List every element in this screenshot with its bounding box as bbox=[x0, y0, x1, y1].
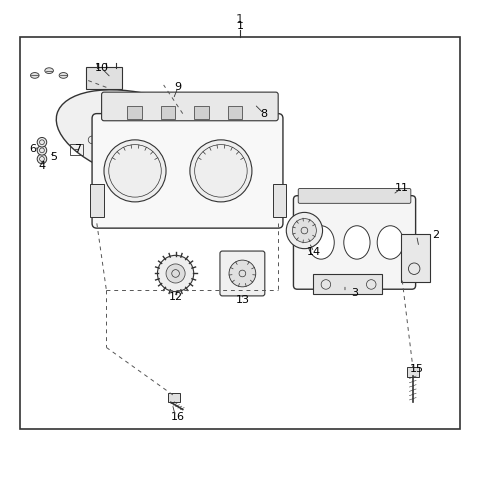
FancyBboxPatch shape bbox=[92, 113, 283, 228]
FancyBboxPatch shape bbox=[168, 393, 180, 402]
Circle shape bbox=[37, 146, 47, 155]
Circle shape bbox=[120, 128, 125, 133]
Ellipse shape bbox=[377, 226, 404, 259]
Ellipse shape bbox=[344, 226, 370, 259]
Text: 7: 7 bbox=[74, 145, 81, 154]
Text: 14: 14 bbox=[307, 247, 321, 257]
FancyBboxPatch shape bbox=[177, 108, 207, 131]
FancyBboxPatch shape bbox=[293, 196, 416, 289]
Circle shape bbox=[292, 219, 316, 242]
FancyBboxPatch shape bbox=[401, 234, 430, 282]
FancyBboxPatch shape bbox=[194, 106, 208, 119]
Circle shape bbox=[99, 128, 105, 133]
FancyBboxPatch shape bbox=[228, 106, 242, 119]
Ellipse shape bbox=[308, 226, 334, 259]
Circle shape bbox=[37, 138, 47, 147]
FancyBboxPatch shape bbox=[86, 67, 122, 89]
Circle shape bbox=[229, 260, 256, 287]
Text: 9: 9 bbox=[174, 82, 181, 92]
Ellipse shape bbox=[31, 73, 39, 78]
FancyBboxPatch shape bbox=[407, 367, 419, 376]
Circle shape bbox=[192, 119, 196, 123]
FancyBboxPatch shape bbox=[220, 251, 265, 296]
Circle shape bbox=[198, 119, 202, 123]
FancyBboxPatch shape bbox=[312, 275, 382, 294]
Circle shape bbox=[141, 128, 146, 133]
Text: 1: 1 bbox=[236, 13, 244, 26]
Circle shape bbox=[157, 256, 194, 292]
FancyBboxPatch shape bbox=[274, 184, 286, 217]
FancyBboxPatch shape bbox=[298, 188, 411, 203]
Text: 12: 12 bbox=[168, 292, 182, 302]
Text: 5: 5 bbox=[50, 152, 58, 162]
Ellipse shape bbox=[59, 73, 68, 78]
FancyBboxPatch shape bbox=[127, 106, 142, 119]
Circle shape bbox=[190, 140, 252, 202]
Circle shape bbox=[186, 119, 190, 123]
Ellipse shape bbox=[45, 68, 53, 74]
Circle shape bbox=[104, 140, 166, 202]
Text: 10: 10 bbox=[95, 64, 108, 73]
Text: 13: 13 bbox=[235, 295, 250, 305]
FancyBboxPatch shape bbox=[161, 106, 175, 119]
Text: 3: 3 bbox=[351, 288, 358, 297]
Text: 6: 6 bbox=[29, 145, 36, 154]
Text: 16: 16 bbox=[171, 412, 185, 422]
Text: 4: 4 bbox=[38, 161, 46, 171]
FancyBboxPatch shape bbox=[102, 92, 278, 121]
Circle shape bbox=[130, 128, 136, 133]
Circle shape bbox=[204, 119, 208, 123]
Text: 1: 1 bbox=[237, 21, 243, 31]
Text: 11: 11 bbox=[395, 182, 409, 193]
Circle shape bbox=[286, 212, 323, 248]
Ellipse shape bbox=[56, 90, 233, 185]
Circle shape bbox=[151, 128, 157, 133]
Text: 8: 8 bbox=[260, 108, 267, 118]
Text: 15: 15 bbox=[409, 364, 423, 374]
Text: 2: 2 bbox=[432, 230, 439, 240]
Circle shape bbox=[37, 154, 47, 164]
FancyBboxPatch shape bbox=[90, 184, 104, 217]
Circle shape bbox=[166, 264, 185, 283]
Circle shape bbox=[109, 128, 115, 133]
